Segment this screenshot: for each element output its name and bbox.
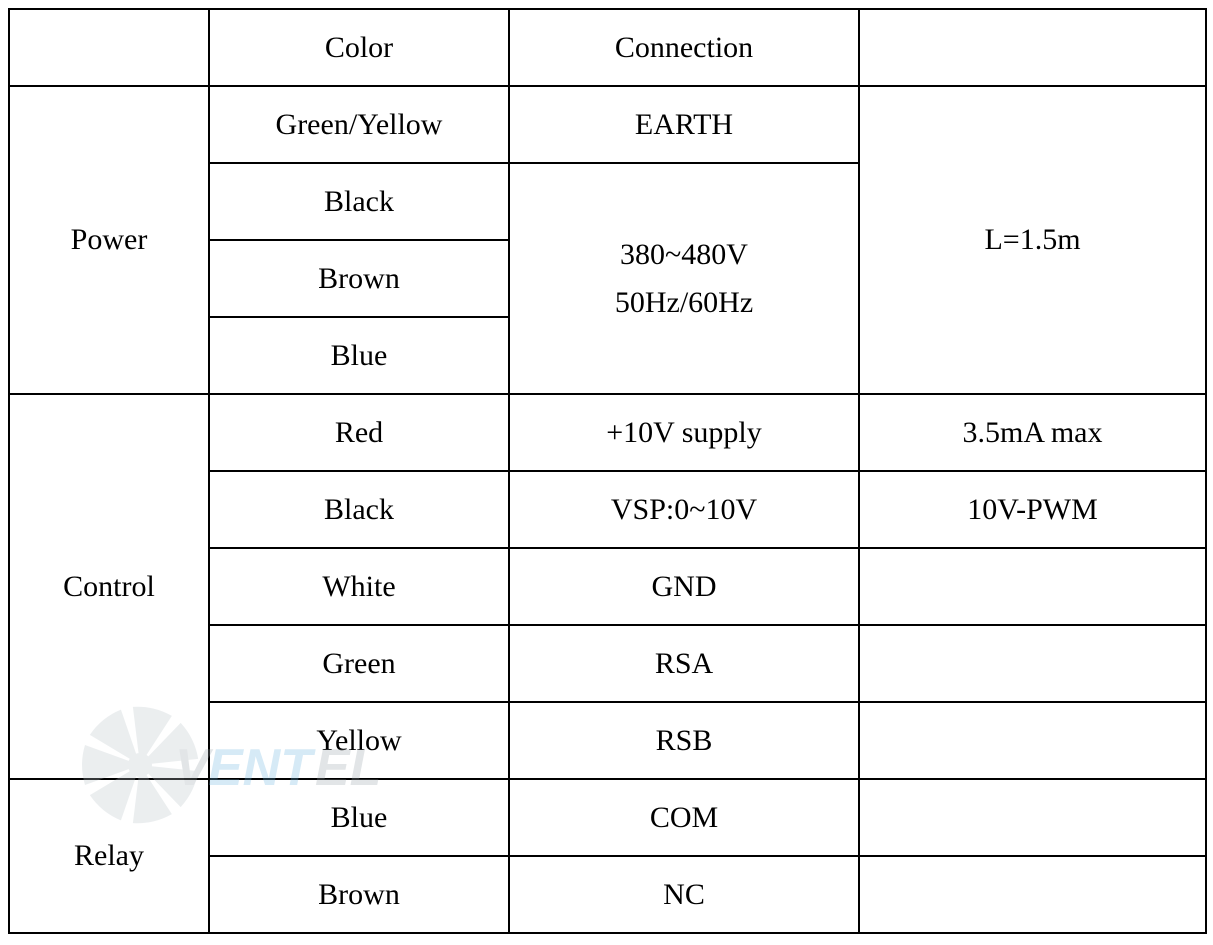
cell-note-merged: L=1.5m: [859, 86, 1206, 394]
cell-color: Green/Yellow: [209, 86, 509, 163]
freq-line: 50Hz/60Hz: [615, 286, 753, 319]
cell-connection: RSA: [509, 625, 859, 702]
cell-color: Blue: [209, 779, 509, 856]
header-blank-4: [859, 9, 1206, 86]
section-label-relay: Relay: [9, 779, 209, 933]
cell-note: [859, 625, 1206, 702]
cell-connection: GND: [509, 548, 859, 625]
cell-note: 10V-PWM: [859, 471, 1206, 548]
cell-connection: COM: [509, 779, 859, 856]
table-row: Relay Blue COM: [9, 779, 1206, 856]
header-blank-1: [9, 9, 209, 86]
cell-note: [859, 779, 1206, 856]
cell-color: Blue: [209, 317, 509, 394]
cell-color: Brown: [209, 856, 509, 933]
section-label-control: Control: [9, 394, 209, 779]
cell-color: Brown: [209, 240, 509, 317]
cell-color: White: [209, 548, 509, 625]
cell-note: [859, 548, 1206, 625]
cell-note: [859, 856, 1206, 933]
cell-connection: RSB: [509, 702, 859, 779]
table-row: Power Green/Yellow EARTH L=1.5m: [9, 86, 1206, 163]
cell-color: Yellow: [209, 702, 509, 779]
cell-color: Green: [209, 625, 509, 702]
cell-color: Black: [209, 163, 509, 240]
wiring-table: Color Connection Power Green/Yellow EART…: [8, 8, 1207, 934]
cell-color: Black: [209, 471, 509, 548]
cell-connection: EARTH: [509, 86, 859, 163]
cell-note: [859, 702, 1206, 779]
header-connection: Connection: [509, 9, 859, 86]
header-color: Color: [209, 9, 509, 86]
cell-color: Red: [209, 394, 509, 471]
cell-connection: VSP:0~10V: [509, 471, 859, 548]
cell-connection: +10V supply: [509, 394, 859, 471]
header-row: Color Connection: [9, 9, 1206, 86]
cell-note: 3.5mA max: [859, 394, 1206, 471]
voltage-line: 380~480V: [620, 238, 748, 271]
cell-connection: NC: [509, 856, 859, 933]
table-row: Control Red +10V supply 3.5mA max: [9, 394, 1206, 471]
cell-connection-merged: 380~480V 50Hz/60Hz: [509, 163, 859, 394]
section-label-power: Power: [9, 86, 209, 394]
